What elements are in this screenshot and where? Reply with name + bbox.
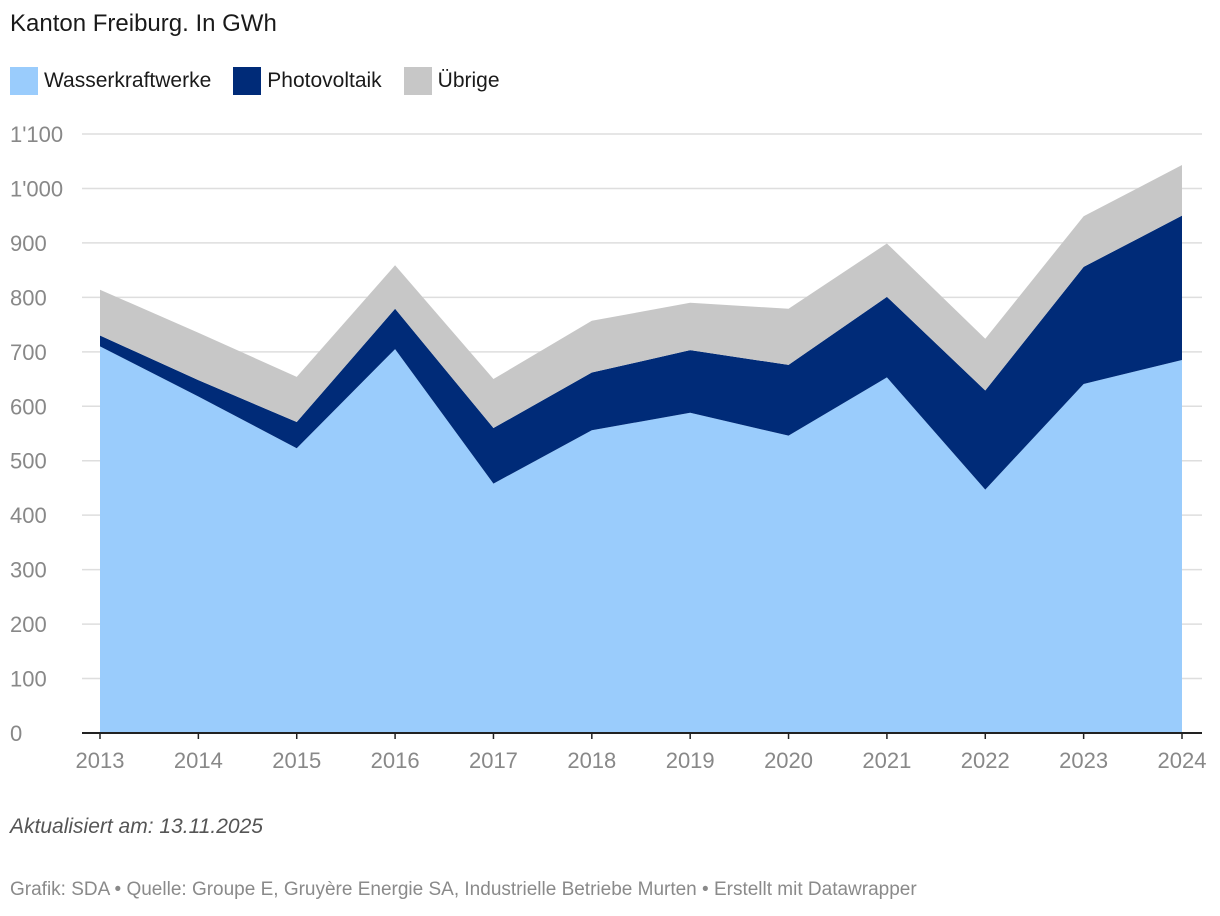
x-tick-label: 2016 [371, 748, 420, 773]
x-tick-label: 2022 [961, 748, 1010, 773]
legend-item-uebrige: Übrige [403, 67, 500, 95]
x-tick-label: 2014 [174, 748, 223, 773]
y-tick-label: 600 [10, 394, 47, 419]
x-tick-label: 2018 [567, 748, 616, 773]
y-tick-label: 700 [10, 340, 47, 365]
x-tick-label: 2013 [76, 748, 125, 773]
legend-label-photovoltaik: Photovoltaik [267, 69, 382, 92]
legend: Wasserkraftwerke Photovoltaik Übrige [10, 66, 522, 96]
axes: 0 100 200 300 400 500 600 700 800 900 1'000 1'100 20… [10, 122, 1206, 773]
x-tick-label: 2021 [862, 748, 911, 773]
x-tick-label: 2023 [1059, 748, 1108, 773]
x-tick-label: 2020 [764, 748, 813, 773]
y-tick-label: 400 [10, 503, 47, 528]
updated-note: Aktualisiert am: 13.11.2025 [10, 815, 263, 838]
chart-title: Kanton Freiburg. In GWh [10, 10, 277, 37]
legend-label-wasserkraftwerke: Wasserkraftwerke [44, 69, 212, 92]
x-tick-label: 2017 [469, 748, 518, 773]
y-tick-label: 800 [10, 285, 47, 310]
y-tick-label: 300 [10, 558, 47, 583]
y-tick-label: 1'000 [10, 176, 63, 201]
legend-item-wasserkraftwerke: Wasserkraftwerke [10, 67, 211, 95]
x-tick-label: 2024 [1158, 748, 1207, 773]
y-tick-label: 200 [10, 612, 47, 637]
y-tick-label: 500 [10, 449, 47, 474]
x-tick-label: 2019 [666, 748, 715, 773]
y-tick-label: 900 [10, 231, 47, 256]
y-tick-label: 0 [10, 721, 22, 746]
area-chart: 0 100 200 300 400 500 600 700 800 900 1'000 1'100 20… [10, 122, 1206, 773]
legend-swatch-photovoltaik [233, 67, 262, 95]
y-tick-label: 1'100 [10, 122, 63, 147]
x-tick-label: 2015 [272, 748, 321, 773]
legend-label-uebrige: Übrige [437, 69, 500, 92]
source-footer: Grafik: SDA • Quelle: Groupe E, Gruyère … [10, 879, 917, 900]
y-tick-label: 100 [10, 667, 47, 692]
legend-item-photovoltaik: Photovoltaik [233, 67, 382, 95]
legend-swatch-uebrige [403, 67, 432, 95]
area-series [100, 165, 1182, 733]
legend-swatch-wasserkraftwerke [10, 67, 38, 95]
area-wasserkraftwerke [100, 346, 1182, 733]
